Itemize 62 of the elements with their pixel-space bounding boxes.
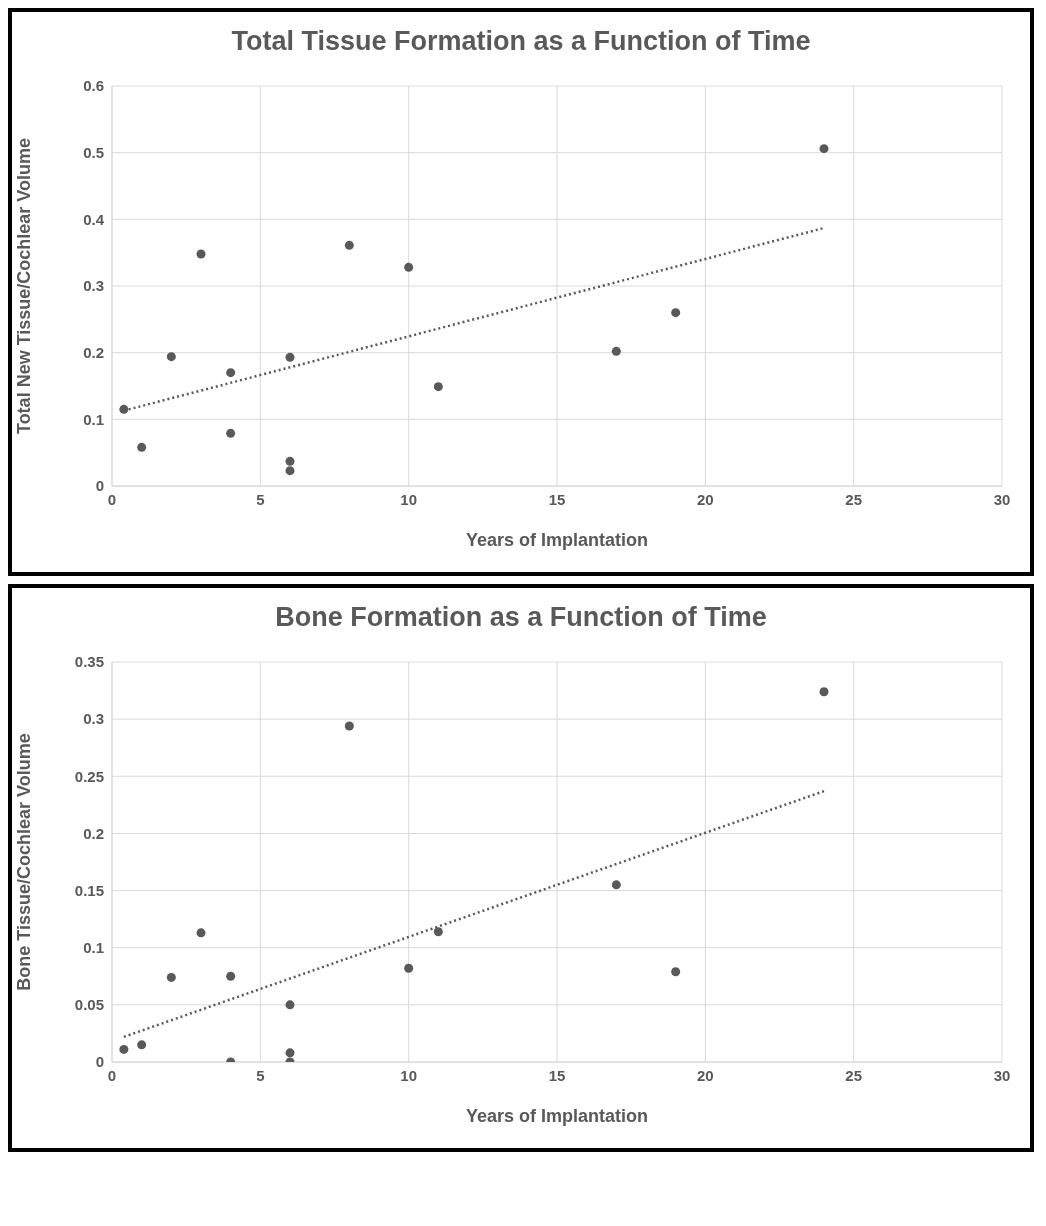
x-tick-label: 5 <box>256 1066 265 1084</box>
y-tick-label: 0.4 <box>83 210 105 228</box>
x-tick-label: 30 <box>993 490 1011 508</box>
point <box>226 368 236 378</box>
x-tick-label: 5 <box>256 490 265 508</box>
x-tick-label: 10 <box>400 490 418 508</box>
point <box>285 466 295 476</box>
y-tick-label: 0.2 <box>83 343 104 361</box>
x-tick-label: 25 <box>845 1066 863 1084</box>
point <box>196 928 206 938</box>
point <box>226 428 236 438</box>
point <box>404 963 414 973</box>
x-tick-label: 20 <box>696 490 714 508</box>
x-axis-title: Years of Implantation <box>465 530 649 550</box>
x-tick-label: 0 <box>107 490 117 508</box>
x-tick-label: 15 <box>548 490 566 508</box>
y-tick-label: 0.05 <box>74 996 104 1014</box>
x-tick-label: 30 <box>993 1066 1011 1084</box>
y-tick-label: 0.5 <box>83 143 104 161</box>
point <box>226 971 236 981</box>
y-tick-label: 0.6 <box>83 77 104 95</box>
x-axis-title: Years of Implantation <box>465 1106 649 1126</box>
y-tick-label: 0.3 <box>83 710 104 728</box>
y-tick-label: 0.35 <box>74 653 104 671</box>
x-tick-label: 20 <box>696 1066 714 1084</box>
point <box>404 262 414 272</box>
point <box>285 456 295 466</box>
point <box>671 308 681 318</box>
x-tick-label: 25 <box>845 490 863 508</box>
point <box>611 346 621 356</box>
chart-title: Total Tissue Formation as a Function of Time <box>230 25 812 58</box>
y-tick-label: 0.1 <box>83 939 104 957</box>
point <box>285 352 295 362</box>
point <box>196 249 206 259</box>
point <box>611 880 621 890</box>
y-tick-label: 0.1 <box>83 410 104 428</box>
point <box>819 144 829 154</box>
y-tick-label: 0.2 <box>83 824 104 842</box>
y-tick-label: 0.25 <box>74 767 104 785</box>
point <box>433 382 443 392</box>
point <box>166 972 176 982</box>
y-axis-title: Total New Tissue/Cochlear Volume <box>14 137 35 435</box>
y-tick-label: 0.3 <box>83 277 104 295</box>
y-tick-label: 0 <box>95 477 104 495</box>
x-tick-label: 0 <box>107 1066 117 1084</box>
point <box>137 442 147 452</box>
point <box>671 967 681 977</box>
point <box>137 1040 147 1050</box>
y-tick-label: 0.15 <box>74 881 104 899</box>
point <box>819 687 829 697</box>
chart-title: Bone Formation as a Function of Time <box>274 601 768 634</box>
y-tick-label: 0 <box>95 1053 104 1071</box>
point <box>285 1000 295 1010</box>
point <box>166 352 176 362</box>
point <box>344 721 354 731</box>
point <box>344 240 354 250</box>
point <box>119 1044 129 1054</box>
point <box>285 1048 295 1058</box>
x-tick-label: 15 <box>548 1066 566 1084</box>
y-axis-title: Bone Tissue/Cochlear Volume <box>14 733 35 991</box>
x-tick-label: 10 <box>400 1066 418 1084</box>
point <box>433 927 443 937</box>
